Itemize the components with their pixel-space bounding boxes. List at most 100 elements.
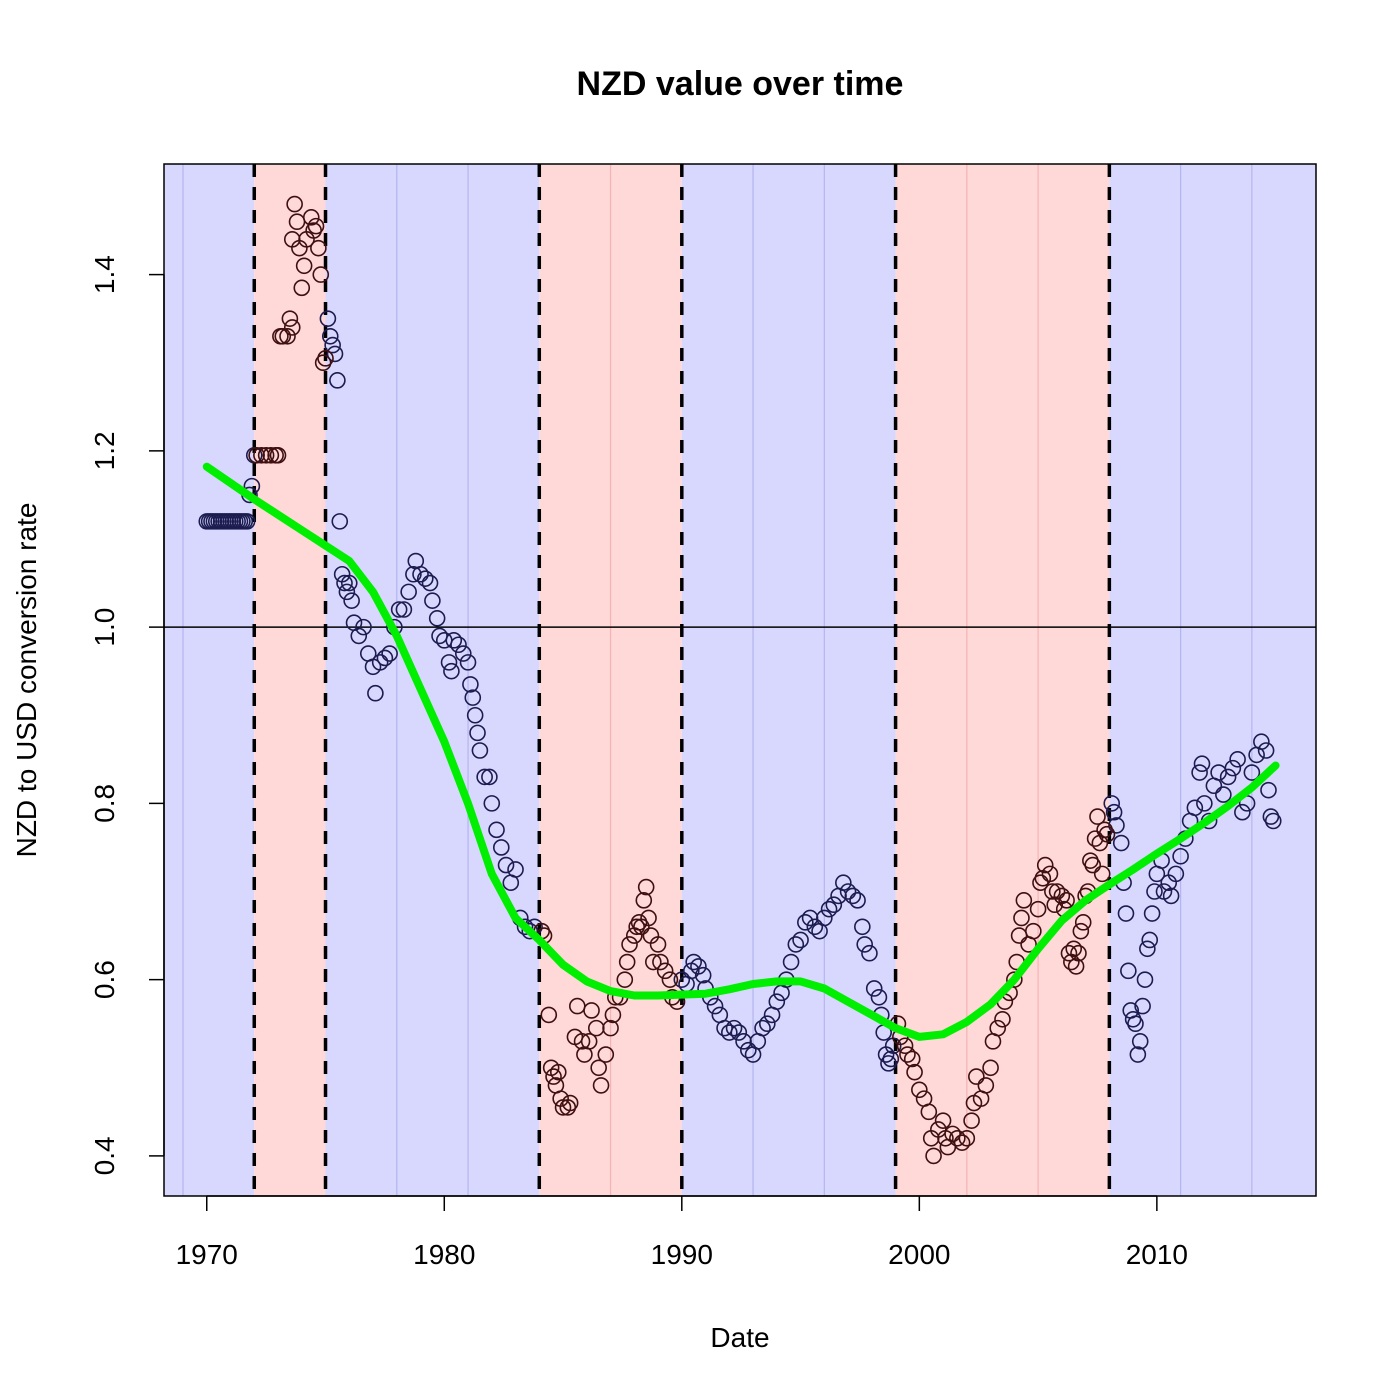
data-point-blue-63 [469, 724, 486, 742]
data-point-blue-67 [483, 795, 501, 812]
data-point-red-58 [637, 878, 655, 896]
data-point-blue-21 [319, 310, 337, 327]
data-point-blue-96 [759, 1015, 776, 1033]
data-point-red-2 [257, 446, 275, 464]
data-point-red-35 [561, 1094, 579, 1112]
data-point-red-74 [911, 1081, 928, 1099]
y-tick-label: 0.8 [89, 784, 120, 823]
data-point-red-98 [1006, 971, 1023, 988]
data-point-blue-85 [706, 997, 724, 1015]
data-point-red-59 [640, 909, 657, 927]
data-point-blue-138 [1131, 1033, 1149, 1050]
data-point-blue-114 [844, 887, 862, 905]
data-point-red-112 [1048, 883, 1066, 900]
x-axis: 1970 1980 1990 2000 2010 [176, 1195, 1188, 1270]
data-point-blue-33 [350, 627, 368, 645]
data-point-blue-89 [725, 1019, 743, 1037]
data-point-blue-165 [1234, 803, 1251, 821]
data-point-red-52 [621, 936, 638, 953]
data-point-blue-133 [1120, 962, 1137, 980]
data-point-blue-26 [331, 513, 349, 530]
data-point-red-104 [1025, 922, 1042, 940]
data-point-red-78 [925, 1147, 942, 1165]
data-point-red-15 [293, 279, 311, 297]
period-band-4 [681, 164, 896, 1196]
x-tick-label: 2000 [888, 1239, 950, 1270]
data-point-blue-50 [424, 592, 441, 609]
period-band-0 [164, 164, 255, 1196]
data-point-red-3 [262, 446, 280, 464]
data-point-blue-144 [1146, 883, 1163, 900]
data-point-blue-57 [450, 636, 467, 654]
data-point-blue-142 [1141, 931, 1159, 949]
data-point-red-71 [899, 1046, 916, 1063]
data-point-red-95 [994, 1010, 1011, 1028]
data-point-blue-115 [849, 892, 866, 909]
data-point-blue-156 [1193, 755, 1211, 773]
data-point-blue-23 [324, 336, 341, 354]
data-points [198, 195, 1282, 1165]
data-point-blue-112 [835, 874, 852, 891]
chart-title: NZD value over time [577, 65, 904, 103]
data-point-blue-117 [856, 936, 874, 953]
data-point-blue-128 [1105, 803, 1123, 821]
data-point-blue-109 [820, 900, 838, 918]
data-point-red-109 [1041, 865, 1059, 883]
data-point-blue-132 [1117, 905, 1135, 922]
x-tick-label: 1980 [413, 1239, 475, 1270]
data-point-blue-61 [464, 689, 482, 706]
data-point-blue-125 [882, 1050, 900, 1068]
data-point-red-24 [317, 350, 334, 367]
data-point-blue-119 [865, 980, 883, 997]
data-point-red-120 [1070, 944, 1087, 962]
data-point-blue-127 [1103, 795, 1121, 812]
period-band-1 [254, 164, 326, 1196]
data-point-blue-161 [1215, 786, 1232, 803]
data-point-blue-110 [825, 896, 843, 914]
data-point-red-115 [1058, 892, 1075, 909]
data-point-blue-136 [1127, 1015, 1144, 1033]
data-point-blue-169 [1253, 733, 1270, 750]
data-point-red-126 [1084, 856, 1102, 874]
data-point-blue-31 [343, 592, 360, 609]
data-point-red-50 [616, 971, 634, 988]
data-point-blue-58 [454, 645, 472, 662]
data-point-red-121 [1072, 922, 1090, 940]
data-point-blue-116 [854, 918, 871, 936]
data-point-blue-171 [1260, 781, 1277, 799]
data-point-blue-90 [730, 1024, 748, 1041]
data-point-blue-30 [340, 574, 358, 592]
data-point-blue-129 [1108, 817, 1125, 834]
data-point-blue-163 [1224, 759, 1242, 777]
data-point-blue-101 [782, 953, 800, 971]
data-point-red-65 [661, 971, 679, 988]
data-point-blue-155 [1191, 764, 1208, 781]
data-point-blue-51 [428, 610, 446, 627]
data-point-red-128 [1089, 808, 1106, 825]
data-point-blue-70 [497, 856, 515, 874]
data-point-blue-92 [740, 1041, 757, 1059]
data-point-blue-59 [459, 654, 477, 671]
data-point-red-108 [1036, 856, 1054, 874]
data-point-blue-154 [1186, 799, 1204, 817]
data-point-red-45 [597, 1046, 615, 1063]
data-point-red-94 [989, 1019, 1007, 1037]
data-point-blue-130 [1112, 834, 1130, 852]
data-point-blue-157 [1196, 795, 1213, 812]
data-point-red-43 [590, 1059, 607, 1077]
data-point-blue-43 [395, 601, 413, 618]
y-tick-label: 1.2 [89, 431, 120, 470]
data-point-blue-39 [376, 649, 394, 667]
data-point-blue-56 [445, 632, 463, 649]
y-axis: 0.4 0.6 0.8 1.0 1.2 1.4 [89, 255, 165, 1175]
data-point-red-12 [286, 195, 303, 213]
data-point-red-89 [968, 1068, 985, 1085]
data-point-blue-54 [440, 654, 458, 671]
data-point-blue-98 [768, 993, 786, 1010]
data-point-red-29 [545, 1068, 562, 1085]
x-tick-label: 2010 [1126, 1239, 1188, 1270]
data-point-blue-103 [792, 931, 809, 949]
data-point-red-101 [1013, 909, 1030, 927]
data-point-red-127 [1086, 830, 1104, 847]
